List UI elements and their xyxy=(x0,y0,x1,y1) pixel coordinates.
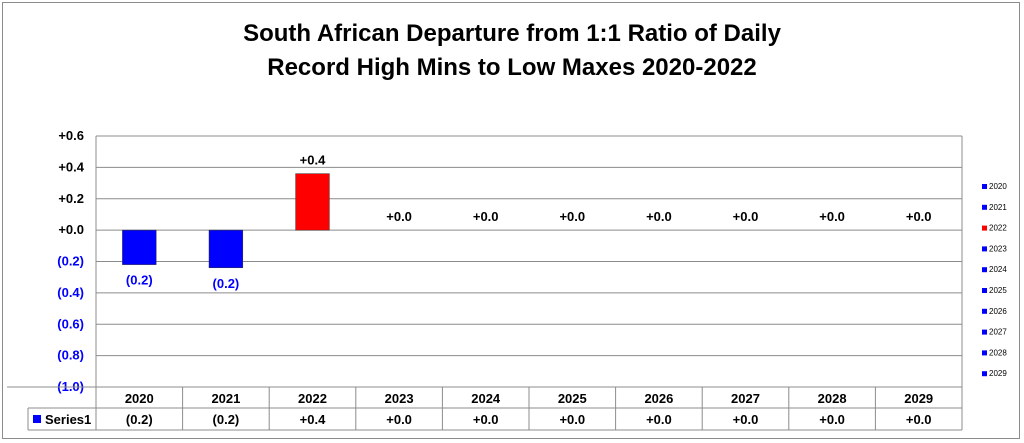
legend-label: 2027 xyxy=(989,328,1007,337)
legend-label: 2025 xyxy=(989,286,1007,295)
legend-swatch xyxy=(982,308,987,314)
data-label: (0.2) xyxy=(213,276,240,291)
legend-label: 2026 xyxy=(989,307,1007,316)
table-value: +0.0 xyxy=(559,412,585,427)
y-tick-label: (0.8) xyxy=(57,348,84,363)
x-tick-label: 2027 xyxy=(731,391,760,406)
legend-swatch xyxy=(982,288,987,293)
table-value: +0.0 xyxy=(386,412,412,427)
data-label: +0.0 xyxy=(819,209,845,224)
legend-swatch xyxy=(982,246,987,252)
x-tick-label: 2025 xyxy=(558,391,587,406)
x-tick-label: 2028 xyxy=(818,391,847,406)
legend-swatch xyxy=(982,225,987,231)
bar xyxy=(295,173,330,231)
table-value: +0.0 xyxy=(819,412,845,427)
legend-swatch xyxy=(982,371,987,377)
x-tick-label: 2024 xyxy=(471,391,501,406)
y-tick-label: +0.0 xyxy=(58,222,84,237)
table-value: +0.0 xyxy=(733,412,759,427)
legend-label: 2028 xyxy=(989,348,1007,357)
data-label: +0.0 xyxy=(906,209,932,224)
table-value: (0.2) xyxy=(126,412,153,427)
bar xyxy=(208,229,244,269)
x-tick-label: 2029 xyxy=(904,391,933,406)
y-tick-label: +0.4 xyxy=(58,159,84,174)
x-tick-label: 2021 xyxy=(211,391,240,406)
chart: South African Departure from 1:1 Ratio o… xyxy=(7,20,1007,431)
legend-swatch xyxy=(982,350,987,356)
legend-label: 2022 xyxy=(989,224,1007,233)
table-value: +0.0 xyxy=(906,412,932,427)
legend-label: 2023 xyxy=(989,244,1007,253)
data-table: 2020 (0.2) 2021 (0.2) 2022 +0.4 2023 +0.0 2024 +0… xyxy=(7,136,963,431)
table-value: (0.2) xyxy=(213,412,240,427)
x-tick-label: 2023 xyxy=(385,391,414,406)
data-label: +0.4 xyxy=(300,153,326,168)
y-tick-label: (0.4) xyxy=(57,285,84,300)
y-tick-label: (0.2) xyxy=(57,254,84,269)
data-label: +0.0 xyxy=(646,209,672,224)
y-tick-label: (0.6) xyxy=(57,316,84,331)
x-tick-label: 2026 xyxy=(644,391,673,406)
data-labels: (0.2) (0.2) +0.4 +0.0 +0.0 +0.0 +0.0 +0.0 +0.0 +0… xyxy=(126,153,932,291)
bars xyxy=(122,173,330,269)
chart-title-line-1: South African Departure from 1:1 Ratio o… xyxy=(243,20,782,47)
legend-swatch xyxy=(982,329,987,335)
bar xyxy=(122,229,157,265)
legend-label: 2020 xyxy=(989,182,1007,191)
legend-label: 2021 xyxy=(989,203,1007,212)
legend: 2020 2021 2022 2023 2024 2025 2026 2027 2028 2029 xyxy=(982,182,1007,378)
data-label: +0.0 xyxy=(386,209,412,224)
x-tick-label: 2022 xyxy=(298,391,327,406)
data-label: +0.0 xyxy=(473,209,499,224)
x-tick-label: 2020 xyxy=(125,391,154,406)
data-label: +0.0 xyxy=(559,209,585,224)
y-axis-ticks: +0.6+0.4+0.2+0.0(0.2)(0.4)(0.6)(0.8)(1.0… xyxy=(57,128,84,394)
y-tick-label: +0.6 xyxy=(58,128,84,143)
table-value: +0.0 xyxy=(646,412,672,427)
y-tick-label: +0.2 xyxy=(58,191,84,206)
chart-title-line-2: Record High Mins to Low Maxes 2020-2022 xyxy=(267,54,756,81)
table-value: +0.0 xyxy=(473,412,499,427)
legend-swatch xyxy=(982,184,987,189)
series-name: Series1 xyxy=(45,412,91,427)
legend-swatch xyxy=(982,204,987,210)
legend-swatch xyxy=(982,267,987,273)
data-label: (0.2) xyxy=(126,273,153,288)
legend-label: 2024 xyxy=(989,265,1007,274)
table-value: +0.4 xyxy=(300,412,326,427)
legend-label: 2029 xyxy=(989,369,1007,378)
data-label: +0.0 xyxy=(733,209,759,224)
series-key-swatch xyxy=(33,415,41,423)
